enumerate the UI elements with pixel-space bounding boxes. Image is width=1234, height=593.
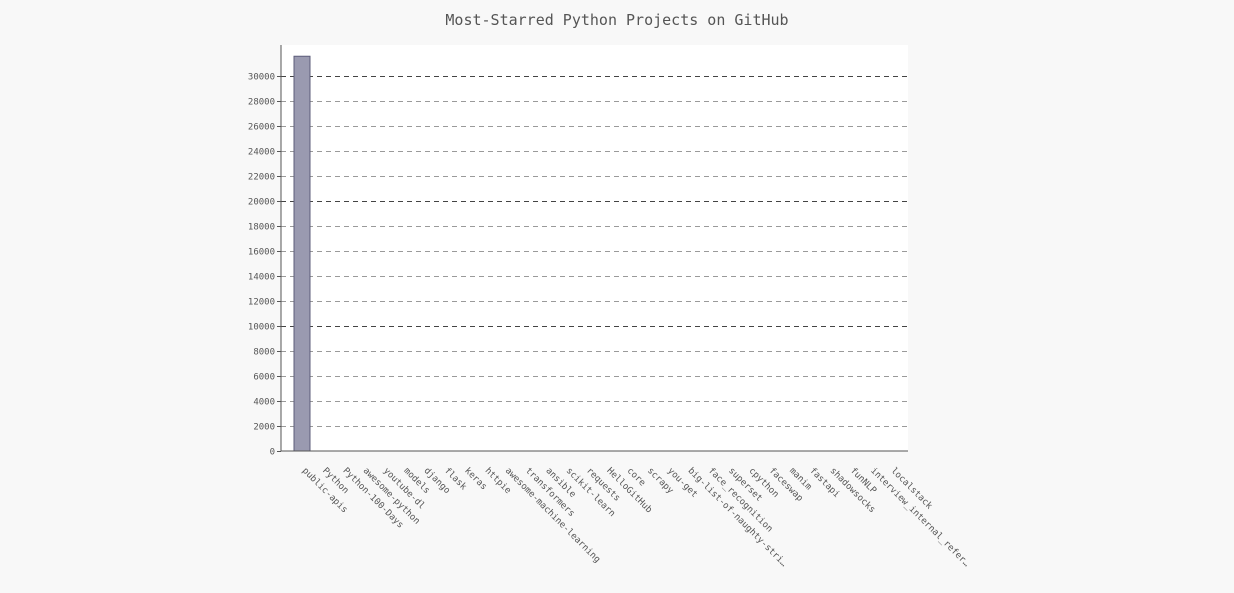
x-tick-labels: public-apisPythonPython-100-Daysawesome-…	[300, 466, 972, 569]
y-tick-label: 20000	[248, 198, 275, 208]
bars	[293, 55, 311, 452]
y-tick-label: 8000	[253, 348, 275, 358]
y-tick-label: 22000	[248, 173, 275, 183]
y-tick-label: 16000	[248, 248, 275, 258]
bar-public-apis[interactable]	[293, 55, 311, 452]
y-tick-label: 18000	[248, 223, 275, 233]
y-tick-label: 28000	[248, 98, 275, 108]
y-tick-label: 12000	[248, 298, 275, 308]
y-tick-label: 26000	[248, 123, 275, 133]
y-tick-label: 30000	[248, 73, 275, 83]
y-tick-label: 24000	[248, 148, 275, 158]
y-tick-label: 2000	[253, 423, 275, 433]
y-tick-label: 0	[270, 448, 275, 458]
x-tick-label: interview_internal_refer…	[868, 466, 971, 569]
gridlines	[281, 76, 908, 427]
y-tick-labels: 0 2000 4000 6000 8000 10000 12000 14000 16000 180…	[248, 73, 281, 458]
y-tick-label: 6000	[253, 373, 275, 383]
y-tick-label: 10000	[248, 323, 275, 333]
axes	[280, 45, 908, 452]
y-tick-label: 14000	[248, 273, 275, 283]
y-tick-label: 4000	[253, 398, 275, 408]
chart-title: Most-Starred Python Projects on GitHub	[445, 11, 788, 29]
plot-area	[281, 45, 908, 451]
